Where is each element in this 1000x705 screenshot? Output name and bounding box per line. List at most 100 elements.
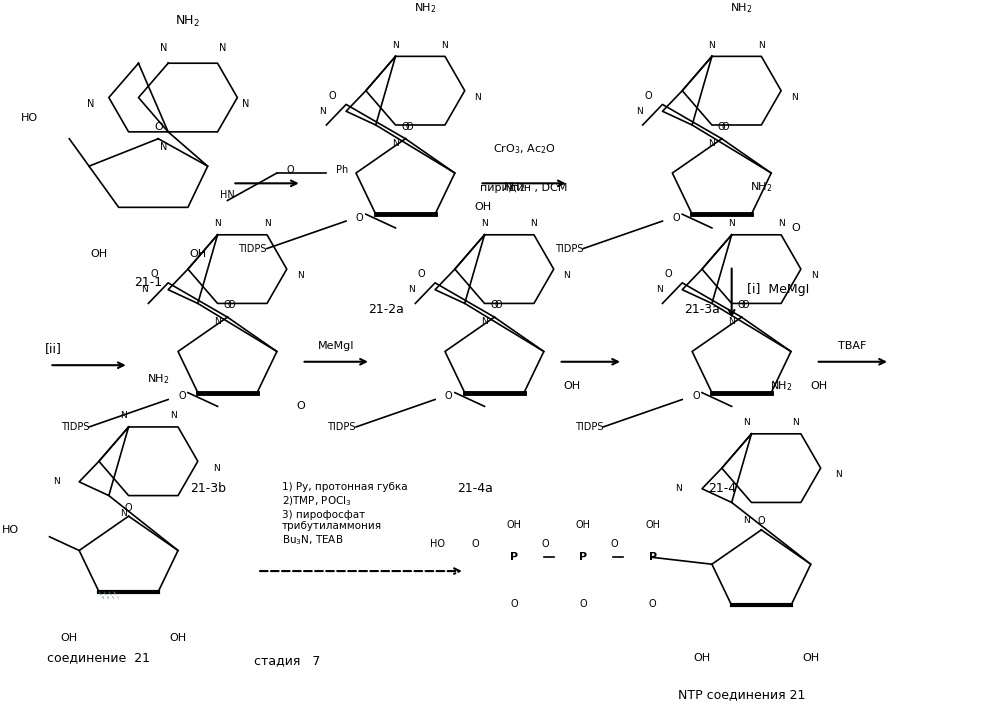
Text: O: O bbox=[610, 539, 618, 548]
Text: N: N bbox=[242, 99, 250, 109]
Text: [i]  MeMgI: [i] MeMgI bbox=[747, 283, 809, 296]
Text: NH$_2$: NH$_2$ bbox=[147, 372, 170, 386]
Text: HO: HO bbox=[21, 113, 38, 123]
Text: O: O bbox=[329, 91, 336, 101]
Text: N: N bbox=[481, 317, 488, 326]
Text: N: N bbox=[320, 106, 326, 116]
Text: TIDPS: TIDPS bbox=[61, 422, 89, 432]
Text: O: O bbox=[580, 599, 587, 608]
Text: NH$_2$: NH$_2$ bbox=[750, 180, 773, 194]
Text: O: O bbox=[738, 300, 745, 310]
Text: O: O bbox=[645, 91, 653, 101]
Text: стадия   7: стадия 7 bbox=[254, 654, 320, 667]
Text: 21-3b: 21-3b bbox=[190, 482, 226, 495]
Text: N: N bbox=[87, 99, 94, 109]
Text: NH$_2$: NH$_2$ bbox=[414, 1, 436, 16]
Text: TIDPS: TIDPS bbox=[239, 243, 267, 254]
Text: OH: OH bbox=[169, 633, 187, 643]
Text: N: N bbox=[214, 219, 221, 228]
Text: N: N bbox=[793, 418, 799, 427]
Text: O: O bbox=[472, 539, 480, 548]
Text: N: N bbox=[409, 286, 415, 294]
Text: O: O bbox=[742, 300, 749, 310]
Text: 21-1: 21-1 bbox=[134, 276, 162, 289]
Text: MeMgI: MeMgI bbox=[318, 341, 354, 352]
Text: N: N bbox=[53, 477, 59, 486]
Text: N: N bbox=[743, 516, 750, 525]
Text: O: O bbox=[178, 391, 186, 401]
Text: OH: OH bbox=[475, 202, 492, 212]
Text: N: N bbox=[475, 93, 481, 102]
Text: TIDPS: TIDPS bbox=[327, 422, 356, 432]
Text: N: N bbox=[778, 219, 784, 228]
Text: N: N bbox=[214, 317, 221, 326]
Text: O: O bbox=[541, 539, 549, 548]
Text: O: O bbox=[758, 517, 765, 527]
Text: O: O bbox=[494, 300, 502, 310]
Text: N: N bbox=[564, 271, 570, 281]
Text: P: P bbox=[649, 552, 657, 563]
Text: N: N bbox=[160, 43, 167, 53]
Text: O: O bbox=[672, 213, 680, 223]
Text: 21-2a: 21-2a bbox=[368, 303, 404, 317]
Text: HO: HO bbox=[430, 539, 445, 548]
Text: [ii]: [ii] bbox=[45, 342, 61, 355]
Text: NH$_2$: NH$_2$ bbox=[175, 14, 200, 29]
Text: P: P bbox=[579, 552, 587, 563]
Text: NH$_2$: NH$_2$ bbox=[770, 379, 792, 393]
Text: TBAF: TBAF bbox=[838, 341, 866, 352]
Text: O: O bbox=[356, 213, 364, 223]
Text: O: O bbox=[227, 300, 235, 310]
Text: соединение  21: соединение 21 bbox=[47, 651, 150, 663]
Text: OH: OH bbox=[802, 654, 819, 663]
Text: NTP соединения 21: NTP соединения 21 bbox=[678, 688, 805, 701]
Text: O: O bbox=[692, 391, 700, 401]
Text: N: N bbox=[160, 142, 167, 152]
Text: OH: OH bbox=[576, 520, 591, 530]
Text: O: O bbox=[791, 223, 800, 233]
Text: Ph: Ph bbox=[336, 164, 348, 175]
Text: O: O bbox=[718, 122, 726, 132]
Text: 21-3a: 21-3a bbox=[684, 303, 720, 317]
Text: 21-4a: 21-4a bbox=[457, 482, 493, 495]
Text: O: O bbox=[297, 401, 305, 412]
Text: TIDPS: TIDPS bbox=[555, 243, 583, 254]
Text: OH: OH bbox=[189, 249, 206, 259]
Text: HO: HO bbox=[1, 525, 19, 535]
Text: пиридин , DCM: пиридин , DCM bbox=[480, 183, 568, 193]
Text: N: N bbox=[219, 43, 226, 53]
Text: OH: OH bbox=[645, 520, 660, 530]
Text: N: N bbox=[170, 411, 176, 420]
Text: OH: OH bbox=[507, 520, 522, 530]
Text: N: N bbox=[811, 271, 818, 281]
Text: OH: OH bbox=[693, 654, 711, 663]
Text: N: N bbox=[835, 470, 842, 479]
Text: O: O bbox=[154, 122, 163, 132]
Text: O: O bbox=[224, 300, 231, 310]
Text: N: N bbox=[481, 219, 488, 228]
Text: NH$_2$: NH$_2$ bbox=[730, 1, 753, 16]
Text: N: N bbox=[392, 139, 399, 148]
Text: N: N bbox=[675, 484, 682, 493]
Text: OH: OH bbox=[564, 381, 581, 391]
Text: O: O bbox=[649, 599, 656, 608]
Text: N: N bbox=[264, 219, 270, 228]
Text: O: O bbox=[402, 122, 409, 132]
Text: O: O bbox=[151, 269, 158, 279]
Text: N: N bbox=[392, 40, 399, 49]
Text: O: O bbox=[722, 122, 729, 132]
Text: OH: OH bbox=[811, 381, 828, 391]
Text: TIDPS: TIDPS bbox=[575, 422, 603, 432]
Text: N: N bbox=[758, 40, 765, 49]
Text: N: N bbox=[709, 40, 715, 49]
Text: N: N bbox=[531, 219, 537, 228]
Text: N: N bbox=[656, 286, 662, 294]
Text: CrO$_3$, Ac$_2$O: CrO$_3$, Ac$_2$O bbox=[493, 142, 555, 156]
Text: N: N bbox=[709, 139, 715, 148]
Text: N: N bbox=[636, 106, 643, 116]
Text: P: P bbox=[510, 552, 518, 563]
Text: N: N bbox=[442, 40, 448, 49]
Text: OH: OH bbox=[90, 249, 107, 259]
Text: O: O bbox=[405, 122, 413, 132]
Text: OH: OH bbox=[61, 633, 78, 643]
